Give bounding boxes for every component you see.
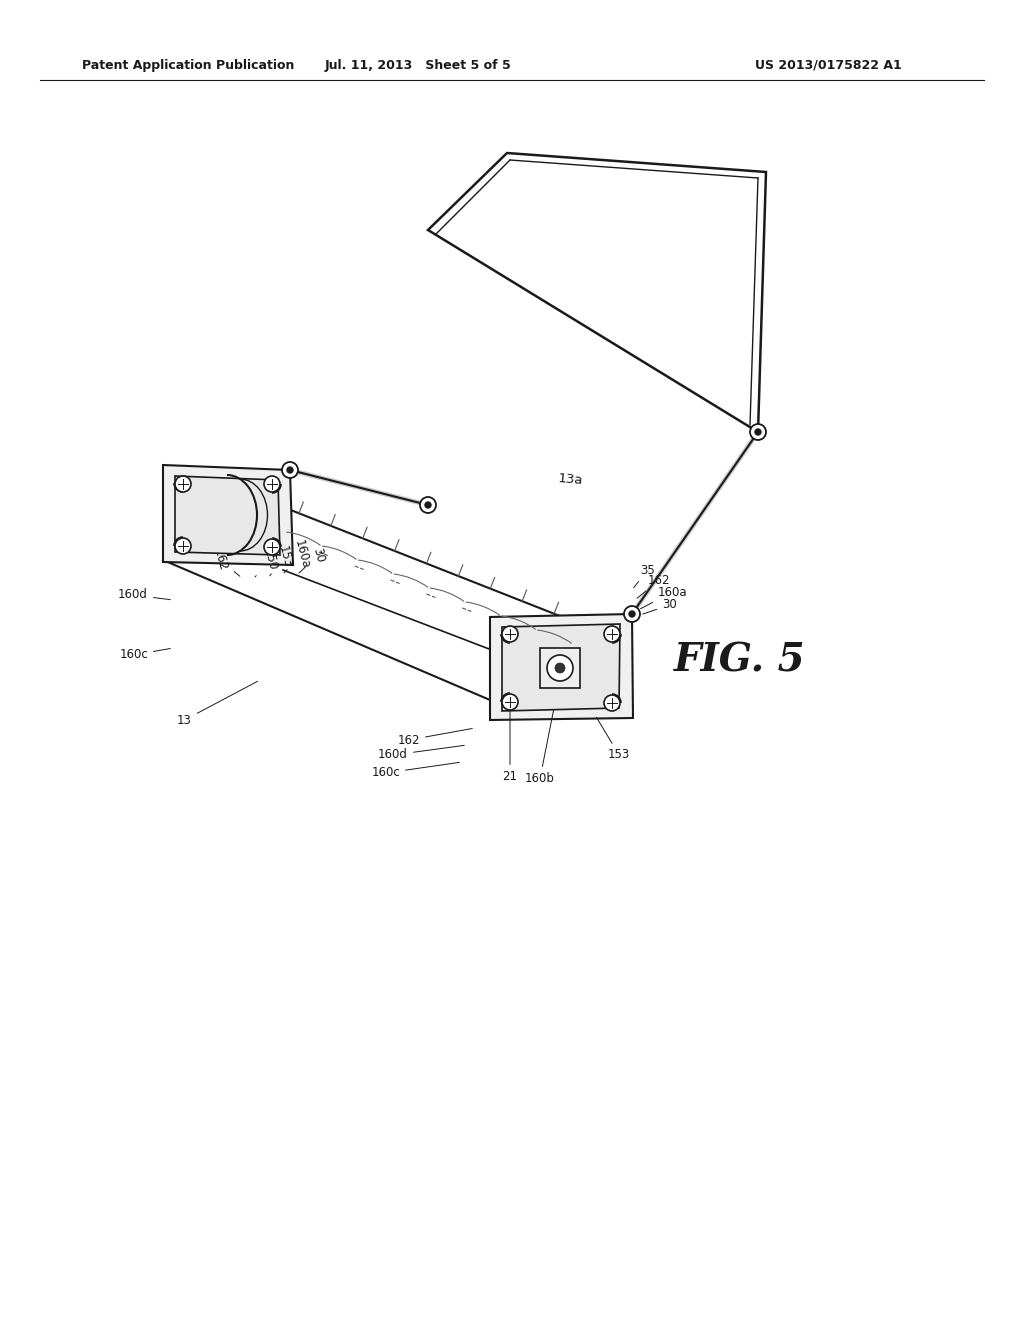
- Circle shape: [604, 626, 620, 642]
- Text: 160c: 160c: [119, 648, 170, 661]
- Text: 150: 150: [255, 548, 280, 577]
- Circle shape: [502, 626, 518, 642]
- Text: 160d: 160d: [118, 589, 170, 602]
- Polygon shape: [175, 477, 280, 554]
- Text: 162: 162: [397, 729, 472, 747]
- Text: 160d: 160d: [378, 746, 464, 762]
- Circle shape: [420, 498, 436, 513]
- Circle shape: [175, 539, 191, 554]
- Circle shape: [555, 663, 565, 673]
- Text: 160a: 160a: [284, 539, 312, 573]
- Circle shape: [502, 694, 518, 710]
- Text: 162: 162: [637, 573, 671, 598]
- Text: 160b: 160b: [525, 706, 555, 785]
- Circle shape: [755, 429, 761, 436]
- Text: 162: 162: [211, 548, 240, 577]
- FancyBboxPatch shape: [540, 648, 580, 688]
- Circle shape: [264, 539, 280, 554]
- Text: US 2013/0175822 A1: US 2013/0175822 A1: [755, 58, 902, 71]
- Circle shape: [624, 606, 640, 622]
- Text: Patent Application Publication: Patent Application Publication: [82, 58, 294, 71]
- Text: 153: 153: [269, 545, 294, 576]
- Polygon shape: [490, 614, 633, 719]
- Circle shape: [425, 502, 431, 508]
- Text: 153: 153: [596, 717, 630, 762]
- Circle shape: [629, 611, 635, 616]
- Polygon shape: [502, 624, 620, 711]
- Circle shape: [750, 424, 766, 440]
- Circle shape: [282, 462, 298, 478]
- Circle shape: [264, 477, 280, 492]
- Polygon shape: [163, 465, 293, 565]
- Text: 35: 35: [634, 564, 654, 587]
- Text: 30: 30: [643, 598, 677, 614]
- Text: 30: 30: [299, 546, 327, 573]
- Text: 160a: 160a: [640, 586, 688, 609]
- Circle shape: [547, 655, 573, 681]
- Text: 160c: 160c: [372, 763, 459, 780]
- Text: 21: 21: [503, 706, 517, 783]
- Circle shape: [604, 696, 620, 711]
- Text: 13: 13: [177, 681, 258, 726]
- Text: 13a: 13a: [557, 473, 583, 487]
- Text: FIG. 5: FIG. 5: [674, 642, 806, 678]
- Text: Jul. 11, 2013   Sheet 5 of 5: Jul. 11, 2013 Sheet 5 of 5: [325, 58, 511, 71]
- Circle shape: [287, 467, 293, 473]
- Circle shape: [175, 477, 191, 492]
